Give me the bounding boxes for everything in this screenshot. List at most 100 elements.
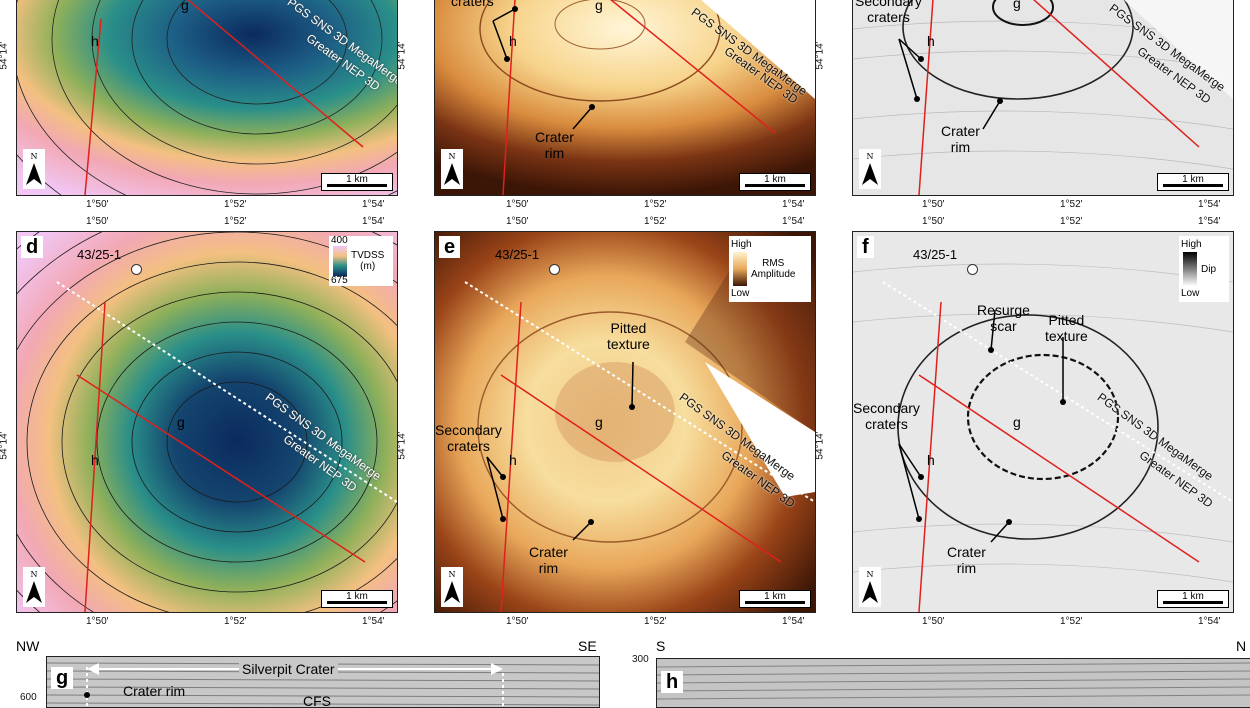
lon-tick: 1°52' — [224, 199, 247, 210]
scale-label: 1 km — [346, 591, 368, 602]
panel-letter: h — [661, 671, 684, 693]
map-panel-f: f 43/25-1 High Low Dip Resurge scar Pitt… — [852, 231, 1234, 613]
legend-bottom: Low — [731, 288, 750, 299]
crater-rim-label: Crater rim — [941, 123, 980, 155]
lon-tick: 1°54' — [362, 216, 385, 227]
lon-tick: 1°52' — [224, 216, 247, 227]
lon-tick: 1°54' — [362, 199, 385, 210]
well-label: 43/25-1 — [913, 247, 958, 262]
section-title: Silverpit Crater — [239, 661, 338, 677]
lon-tick: 1°50' — [922, 199, 945, 210]
secondary-craters-label: Secondary craters — [855, 0, 922, 25]
lon-tick: 1°52' — [1060, 199, 1083, 210]
legend-title: TVDSS (m) — [351, 250, 385, 272]
well-marker — [549, 264, 560, 275]
line-h-label: h — [927, 33, 935, 49]
lon-tick: 1°50' — [922, 216, 945, 227]
lon-tick: 1°50' — [86, 616, 109, 627]
scale-label: 1 km — [346, 174, 368, 185]
depth-map-d — [17, 232, 397, 612]
legend-colorbar — [1183, 252, 1197, 286]
seismic-section-g: g Silverpit Crater Crater rim CFS — [46, 656, 600, 708]
lon-tick: 1°50' — [506, 616, 529, 627]
crater-rim-label: Crater rim — [947, 544, 986, 576]
panel-letter: g — [51, 667, 74, 689]
lon-tick: 1°54' — [782, 216, 805, 227]
lat-tick: 54°14' — [0, 41, 10, 70]
north-arrow-icon: N — [23, 567, 45, 607]
scale-bar: 1 km — [1157, 590, 1229, 608]
scale-bar: 1 km — [1157, 173, 1229, 191]
dip-map-c — [853, 0, 1233, 195]
north-arrow-icon: N — [859, 149, 881, 189]
legend-top: High — [731, 239, 752, 250]
legend-top: 400 — [331, 235, 348, 246]
well-marker — [131, 264, 142, 275]
svg-text:N: N — [867, 152, 874, 161]
dip-legend: High Low Dip — [1179, 236, 1229, 302]
panel-letter: d — [21, 236, 44, 258]
cfs-label: CFS — [303, 693, 331, 708]
scale-bar: 1 km — [321, 590, 393, 608]
seismic-section-h: h — [656, 658, 1250, 708]
line-h-label: h — [91, 452, 99, 468]
rms-legend: High Low RMS Amplitude — [729, 236, 811, 302]
scale-label: 1 km — [1182, 591, 1204, 602]
line-g-label: g — [595, 0, 603, 13]
panel-letter: e — [439, 236, 461, 258]
scale-label: 1 km — [764, 591, 786, 602]
crater-rim-label: Crater rim — [123, 683, 186, 699]
depth-tick: 600 — [20, 692, 37, 703]
panel-letter: f — [857, 236, 874, 258]
north-arrow-icon: N — [441, 149, 463, 189]
lon-tick: 1°52' — [644, 616, 667, 627]
well-label: 43/25-1 — [77, 247, 122, 262]
map-panel-e: e 43/25-1 High Low RMS Amplitude Pitted … — [434, 231, 816, 613]
se-label: SE — [578, 638, 597, 654]
legend-title: RMS Amplitude — [751, 258, 796, 280]
legend-top: High — [1181, 239, 1202, 250]
legend-bottom: Low — [1181, 288, 1200, 299]
legend-bottom: 675 — [331, 275, 348, 286]
crater-rim-label: Crater rim — [529, 544, 568, 576]
secondary-craters-label: Secondary craters — [435, 422, 502, 454]
lat-tick: 54°14' — [396, 431, 408, 460]
nw-label: NW — [16, 638, 40, 654]
depth-tick: 300 — [632, 654, 649, 665]
map-panel-d: d 43/25-1 400 675 TVDSS (m) g h PGS SNS … — [16, 231, 398, 613]
line-g-label: g — [181, 0, 189, 13]
lon-tick: 1°50' — [922, 616, 945, 627]
lat-tick: 54°14' — [0, 431, 10, 460]
lon-tick: 1°50' — [506, 199, 529, 210]
lat-tick: 54°14' — [396, 41, 408, 70]
resurge-scar-label: Resurge scar — [977, 302, 1030, 334]
well-marker — [967, 264, 978, 275]
depth-legend: 400 675 TVDSS (m) — [329, 235, 393, 286]
lon-tick: 1°52' — [644, 199, 667, 210]
lon-tick: 1°54' — [1198, 216, 1221, 227]
line-g-label: g — [1013, 0, 1021, 11]
scale-bar: 1 km — [739, 590, 811, 608]
scale-label: 1 km — [764, 174, 786, 185]
north-arrow-icon: N — [859, 567, 881, 607]
secondary-craters-label: Secondary craters — [853, 400, 920, 432]
lon-tick: 1°52' — [1060, 616, 1083, 627]
map-panel-c: Secondary craters g h PGS SNS 3D MegaMer… — [852, 0, 1234, 196]
svg-text:N: N — [867, 570, 874, 579]
well-label: 43/25-1 — [495, 247, 540, 262]
lon-tick: 1°52' — [644, 216, 667, 227]
lon-tick: 1°52' — [1060, 216, 1083, 227]
craters-label: craters — [451, 0, 494, 9]
crater-rim-label: Crater rim — [535, 129, 574, 161]
line-g-label: g — [595, 414, 603, 430]
line-h-label: h — [509, 33, 517, 49]
lon-tick: 1°54' — [1198, 199, 1221, 210]
map-panel-a: g h PGS SNS 3D MegaMerge Greater NEP 3D … — [16, 0, 398, 196]
scale-bar: 1 km — [321, 173, 393, 191]
map-panel-b: craters g h PGS SNS 3D MegaMerge Greater… — [434, 0, 816, 196]
legend-title: Dip — [1201, 264, 1217, 275]
lon-tick: 1°50' — [506, 216, 529, 227]
lon-tick: 1°54' — [362, 616, 385, 627]
s-label: S — [656, 638, 666, 654]
lon-tick: 1°54' — [1198, 616, 1221, 627]
